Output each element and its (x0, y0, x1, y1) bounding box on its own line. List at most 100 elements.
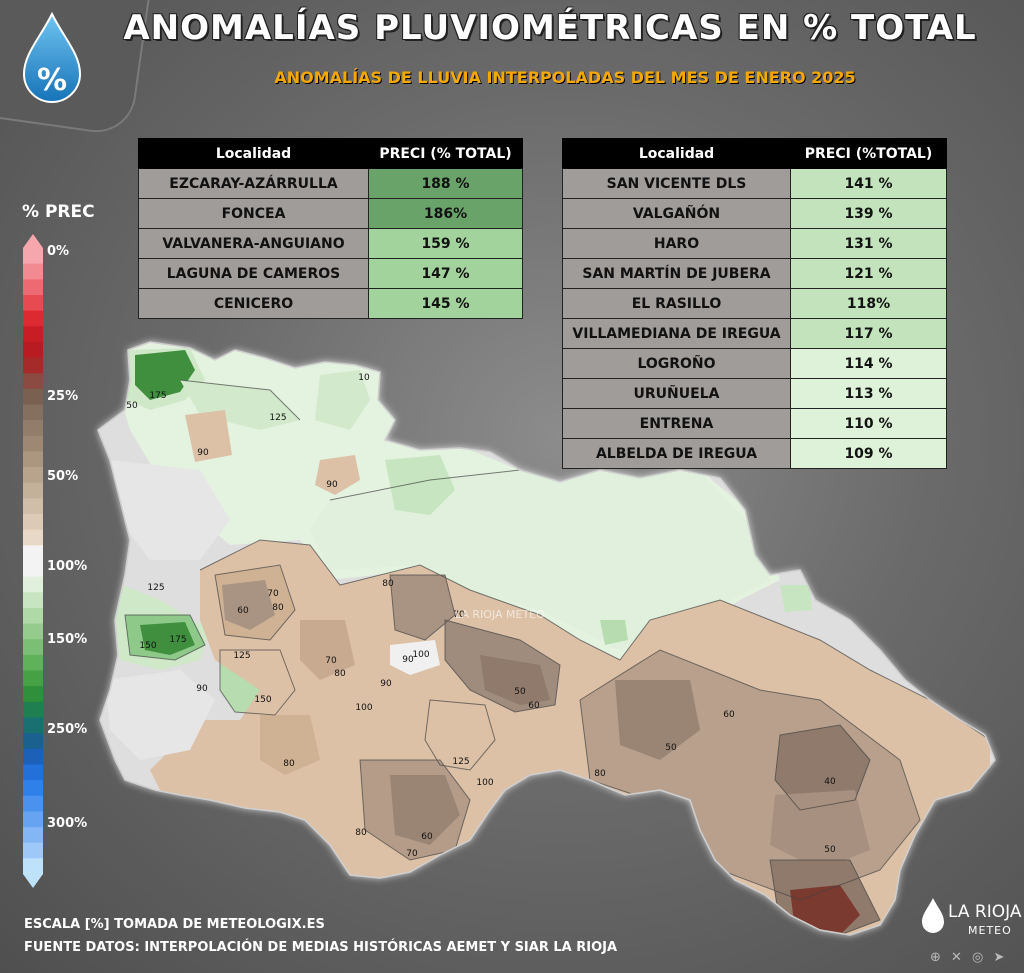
legend-label: 150% (47, 632, 88, 647)
legend-swatch (23, 639, 43, 656)
water-drop-icon: % (22, 11, 82, 103)
brand-sub: METEO (968, 924, 1012, 937)
legend-swatch (23, 561, 43, 578)
contour-label: 60 (528, 701, 540, 711)
social-icons[interactable]: ⊕ ✕ ◎ ➤ (930, 950, 1008, 965)
precip-cell: 141 % (790, 168, 947, 199)
precip-cell: 131 % (790, 228, 947, 259)
legend-swatch (23, 467, 43, 484)
table-row: ENTRENA 110 % (562, 408, 947, 439)
precip-cell: 113 % (790, 378, 947, 409)
contour-label: 20 (817, 934, 829, 944)
legend-swatch (23, 811, 43, 828)
brand-logo: LA RIOJA METEO (920, 896, 1021, 940)
legend-label: 50% (47, 469, 79, 484)
legend-swatch (23, 310, 43, 327)
contour-label: 90 (196, 684, 208, 694)
contour-label: 70 (267, 589, 279, 599)
legend-swatch (23, 545, 43, 562)
precip-cell: 139 % (790, 198, 947, 229)
contour-label: 125 (147, 583, 164, 593)
legend-swatch (23, 717, 43, 734)
legend-swatch (23, 514, 43, 531)
legend-label: 25% (47, 389, 79, 404)
map-watermark: LA RIOJA METEO (455, 608, 545, 621)
legend-swatch (23, 294, 43, 312)
precip-cell: 109 % (790, 438, 947, 469)
contour-label: 90 (380, 679, 392, 689)
contour-label: 90 (326, 480, 338, 490)
legend-swatch (23, 780, 43, 797)
legend-swatch (23, 858, 43, 875)
legend-swatch (23, 482, 43, 499)
legend-swatch (23, 404, 43, 421)
table-row: LAGUNA DE CAMEROS 147 % (138, 258, 523, 289)
table-row: URUÑUELA 113 % (562, 378, 947, 409)
contour-label: 80 (355, 828, 367, 838)
source-note: FUENTE DATOS: INTERPOLACIÓN DE MEDIAS HI… (24, 940, 618, 955)
table-row: EL RASILLO 118% (562, 288, 947, 319)
legend-label: 300% (47, 816, 88, 831)
location-cell: VALGAÑÓN (562, 198, 791, 229)
page-subtitle: ANOMALÍAS DE LLUVIA INTERPOLADAS DEL MES… (274, 68, 856, 87)
location-cell: EL RASILLO (562, 288, 791, 319)
col-header-value: PRECI (% TOTAL) (368, 138, 523, 169)
location-cell: URUÑUELA (562, 378, 791, 409)
contour-label: 125 (269, 413, 286, 423)
location-cell: SAN VICENTE DLS (562, 168, 791, 199)
legend-swatch (23, 248, 43, 265)
table-row: EZCARAY-AZÁRRULLA 188 % (138, 168, 523, 199)
contour-label: 80 (594, 769, 606, 779)
scale-note: ESCALA [%] TOMADA DE METEOLOGIX.ES (24, 917, 325, 932)
precip-cell: 114 % (790, 348, 947, 379)
legend-swatch (23, 623, 43, 640)
legend-swatch (23, 795, 43, 812)
precip-cell: 147 % (368, 258, 523, 289)
legend-swatch (23, 748, 43, 765)
legend-swatch (23, 607, 43, 625)
table-row: CENICERO 145 % (138, 288, 523, 319)
table-row: ALBELDA DE IREGUA 109 % (562, 438, 947, 469)
legend-swatch (23, 388, 43, 405)
legend-label: 250% (47, 722, 88, 737)
contour-label: 60 (421, 832, 433, 842)
contour-label: 70 (325, 656, 337, 666)
contour-label: 50 (665, 743, 677, 753)
legend-swatch (23, 576, 43, 593)
contour-label: 100 (355, 703, 372, 713)
contour-label: 175 (169, 635, 186, 645)
contour-label: 80 (334, 669, 346, 679)
contour-label: 150 (254, 695, 271, 705)
legend-swatch (23, 326, 43, 343)
contour-label: 175 (149, 391, 166, 401)
legend-swatch (23, 842, 43, 859)
legend-swatch (23, 686, 43, 703)
contour-label: 40 (824, 777, 836, 787)
contour-label: 50 (824, 845, 836, 855)
contour-label: 50 (514, 687, 526, 697)
table-row: SAN MARTÍN DE JUBERA 121 % (562, 258, 947, 289)
location-cell: EZCARAY-AZÁRRULLA (138, 168, 369, 199)
legend-swatch (23, 435, 43, 452)
location-cell: ALBELDA DE IREGUA (562, 438, 791, 469)
location-cell: SAN MARTÍN DE JUBERA (562, 258, 791, 289)
table-top-stations: Localidad PRECI (% TOTAL) EZCARAY-AZÁRRU… (138, 138, 523, 319)
location-cell: LAGUNA DE CAMEROS (138, 258, 369, 289)
location-cell: LOGROÑO (562, 348, 791, 379)
legend-swatch (23, 701, 43, 718)
legend-swatch (23, 373, 43, 390)
location-cell: FONCEA (138, 198, 369, 229)
legend-swatch (23, 764, 43, 781)
col-header-value: PRECI (%TOTAL) (790, 138, 947, 169)
precip-cell: 121 % (790, 258, 947, 289)
legend-swatch (23, 357, 43, 374)
contour-label: 10 (358, 373, 370, 383)
table-row: HARO 131 % (562, 228, 947, 259)
legend-swatch (23, 670, 43, 687)
table-row: LOGROÑO 114 % (562, 348, 947, 379)
contour-label: 90 (197, 448, 209, 458)
legend-swatch (23, 498, 43, 515)
precip-cell: 186% (368, 198, 523, 229)
contour-label: 60 (723, 710, 735, 720)
